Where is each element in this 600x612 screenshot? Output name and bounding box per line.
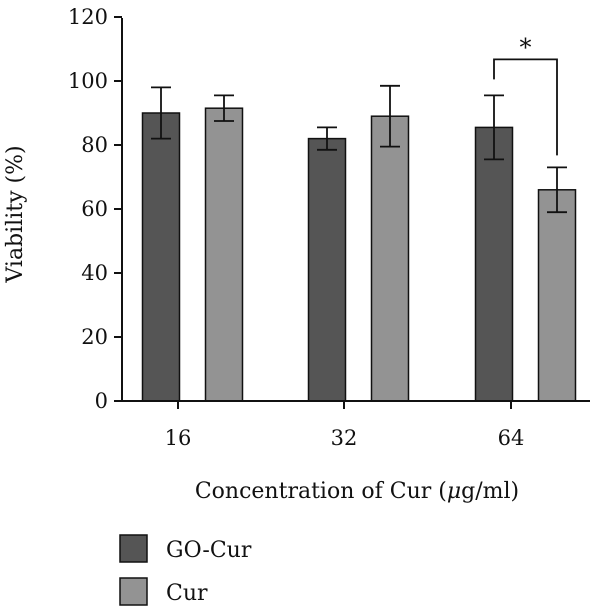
legend: GO-Cur Cur: [119, 534, 252, 606]
legend-swatch-cur: [119, 577, 148, 606]
y-axis-label: Viability (%): [3, 145, 28, 283]
bar-go-cur-32: [307, 137, 347, 402]
error-bar-cur-32: [380, 84, 400, 148]
bar-cur-32: [370, 115, 410, 402]
significance-star: *: [520, 33, 532, 61]
x-axis-label-suffix: g/ml): [461, 479, 519, 504]
bar-cur-16: [204, 107, 244, 402]
x-tick-label: 16: [165, 426, 192, 450]
x-axis-ticks: 16 32 64: [165, 401, 525, 450]
bar-cur-64: [537, 189, 577, 402]
y-tick-label: 100: [68, 69, 108, 93]
y-tick-label: 40: [81, 261, 108, 285]
error-bar-go-cur-64: [484, 94, 504, 161]
error-bars-group: [151, 84, 567, 214]
y-tick-label: 20: [81, 325, 108, 349]
y-tick-label: 0: [95, 389, 108, 413]
x-tick-label: 64: [498, 426, 525, 450]
x-tick-label: 32: [331, 426, 358, 450]
y-tick-label: 80: [81, 133, 108, 157]
bars-group: [141, 107, 577, 402]
legend-label-go-cur: GO-Cur: [166, 538, 252, 563]
legend-swatch-go-cur: [119, 534, 148, 563]
x-axis-label: Concentration of Cur (μg/ml): [195, 479, 519, 504]
x-axis-label-prefix: Concentration of Cur (: [195, 479, 447, 504]
bar-go-cur-64: [474, 126, 514, 402]
y-axis-ticks: 0 20 40 60 80 100 120: [68, 5, 122, 413]
error-bar-cur-16: [214, 94, 234, 122]
x-axis-label-mu: μ: [447, 479, 461, 504]
y-tick-label: 120: [68, 5, 108, 29]
legend-label-cur: Cur: [166, 581, 208, 606]
error-bar-go-cur-32: [317, 126, 337, 151]
annotations-group: *: [493, 33, 558, 156]
error-bar-go-cur-16: [151, 86, 171, 140]
significance-bracket: [493, 58, 558, 156]
bar-go-cur-16: [141, 112, 181, 402]
error-bar-cur-64: [547, 166, 567, 214]
y-tick-label: 60: [81, 197, 108, 221]
